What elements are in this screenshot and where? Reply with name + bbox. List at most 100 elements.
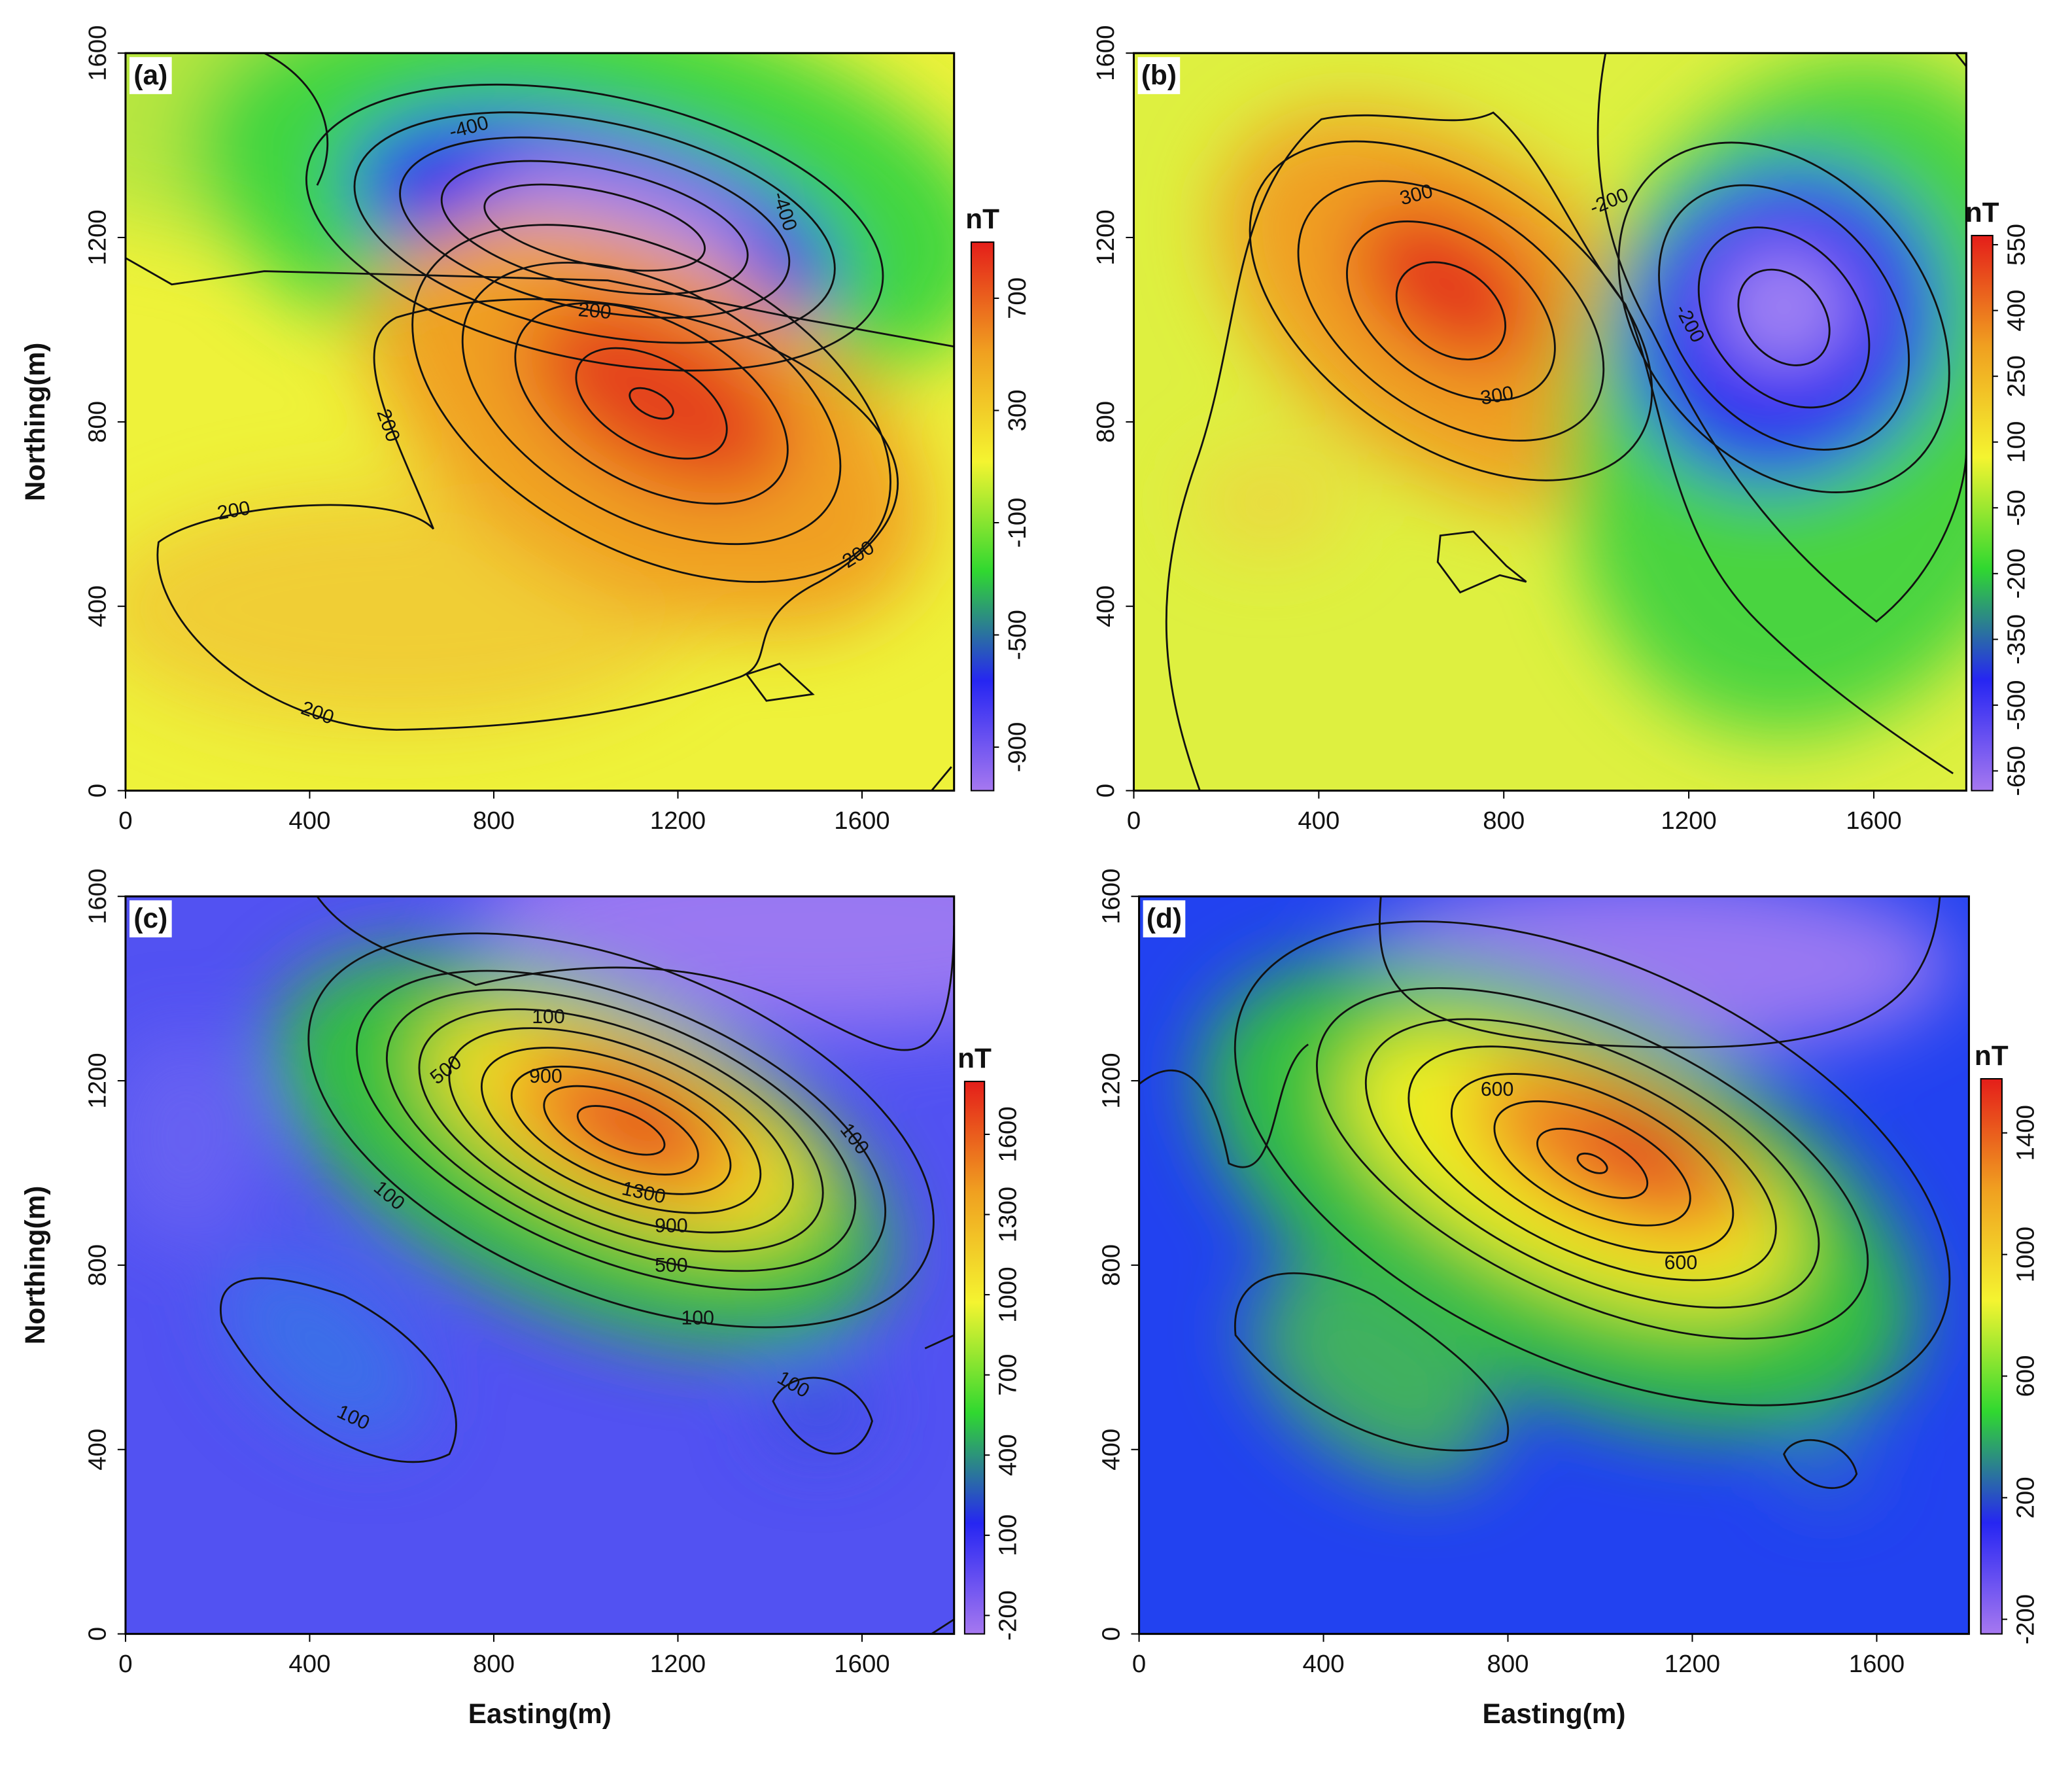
panel-label-box [1143, 900, 1186, 937]
y-tick-label: 1200 [1092, 209, 1120, 265]
contour-line [480, 1047, 762, 1214]
colorbar-title: nT [1975, 1040, 2009, 1071]
contours [125, 53, 954, 791]
contour-line [1139, 1043, 1309, 1168]
x-tick-label: 400 [1303, 1650, 1345, 1678]
colorbar-tick-label: -200 [994, 1590, 1022, 1641]
contour-line [386, 988, 857, 1272]
y-tick-label: 0 [84, 784, 112, 797]
y-tick-label: 800 [1097, 1244, 1125, 1286]
contour-line [575, 347, 728, 460]
field-blob [1785, 1441, 1870, 1494]
y-tick-label: 400 [1097, 1429, 1125, 1471]
contour-label: 600 [1665, 1252, 1698, 1274]
x-tick-label: 0 [118, 1650, 132, 1678]
contour-label: 100 [681, 1308, 714, 1329]
x-tick-label: 800 [473, 1650, 515, 1678]
colorbar-tick-label: 400 [994, 1434, 1022, 1476]
contour-line [1697, 226, 1871, 409]
y-tick-label: 400 [1092, 585, 1120, 627]
contour-line [1617, 141, 1950, 493]
y-tick-label: 1200 [84, 1053, 112, 1108]
contour-line [1407, 1045, 1777, 1282]
y-axis-label: Northing(m) [20, 1186, 50, 1345]
contour-line [125, 257, 954, 348]
contour-line [931, 766, 952, 791]
contours [220, 896, 954, 1634]
colorbar-tick-label: 1000 [994, 1267, 1022, 1322]
contour-line [931, 1618, 954, 1634]
contour-line [576, 1105, 666, 1156]
contour-line [156, 298, 899, 731]
x-tick-label: 1600 [1846, 807, 1901, 835]
contour-label: 200 [578, 299, 612, 323]
contour-line [745, 663, 815, 702]
y-tick-label: 1600 [84, 26, 112, 81]
field-blob [223, 1257, 424, 1441]
contour-line [1249, 140, 1653, 481]
y-tick-label: 1600 [1097, 869, 1125, 924]
colorbar-tick-label: 700 [994, 1354, 1022, 1396]
x-tick-label: 0 [1132, 1650, 1146, 1678]
contour-line [353, 111, 836, 344]
x-tick-label: 800 [1483, 807, 1525, 835]
contours [1165, 53, 1967, 791]
contour-line [1658, 184, 1910, 451]
colorbar-tick-label: 400 [2002, 290, 2030, 332]
contour-line [514, 302, 789, 505]
colorbar-tick-label: 1400 [2011, 1105, 2039, 1161]
x-tick-label: 400 [1298, 807, 1339, 835]
colorbar-tick-label: 1300 [994, 1187, 1022, 1242]
field-blob [1352, 203, 1542, 366]
contour-line [543, 1085, 699, 1176]
colorbar [1971, 235, 1994, 792]
colorbar-tick-label: 550 [2002, 224, 2030, 266]
contour-line [307, 932, 935, 1329]
contour-line [356, 970, 887, 1291]
contour-line [264, 53, 329, 186]
colorbar-tick-label: 300 [1003, 389, 1031, 431]
x-tick-label: 1200 [1661, 807, 1716, 835]
colorbar-tick-label: -200 [2011, 1594, 2039, 1645]
contour-line [399, 136, 791, 319]
contour-line [418, 1008, 824, 1253]
contour-line [1783, 1439, 1858, 1490]
contour-line [1395, 261, 1507, 360]
contour-line [1955, 53, 1967, 67]
contour-line [316, 896, 954, 1051]
y-tick-label: 800 [84, 1244, 112, 1286]
contour-line [1379, 896, 1941, 1049]
colorbar-tick-label: -100 [1003, 498, 1031, 548]
x-axis-label: Easting(m) [1482, 1698, 1625, 1729]
panel-label-box [1137, 57, 1181, 94]
contour-line [440, 160, 749, 296]
y-tick-label: 400 [84, 585, 112, 627]
colorbar-tick-label: 600 [2011, 1355, 2039, 1397]
colorbar-tick-label: -500 [2002, 680, 2030, 730]
colorbar-tick-label: 250 [2002, 355, 2030, 397]
contour-label: 100 [532, 1006, 565, 1028]
colorbar-title: nT [1965, 197, 1999, 228]
colorbar-title: nT [965, 203, 999, 234]
y-tick-label: 1600 [1092, 26, 1120, 81]
contour-line [411, 224, 891, 583]
contour-label: 900 [529, 1066, 562, 1087]
colorbar-tick-label: 700 [1003, 277, 1031, 319]
x-tick-label: 1600 [834, 807, 889, 835]
colorbar [1980, 1078, 2003, 1635]
colorbar-tick-label: -900 [1003, 722, 1031, 773]
field-blobs [1189, 58, 1967, 735]
colorbar-tick-label: 200 [2011, 1477, 2039, 1518]
x-tick-label: 1200 [650, 807, 706, 835]
y-tick-label: 400 [84, 1429, 112, 1471]
panel-label: (b) [1141, 60, 1177, 90]
contour-line [1493, 1100, 1691, 1227]
x-tick-label: 1200 [1665, 1650, 1720, 1678]
